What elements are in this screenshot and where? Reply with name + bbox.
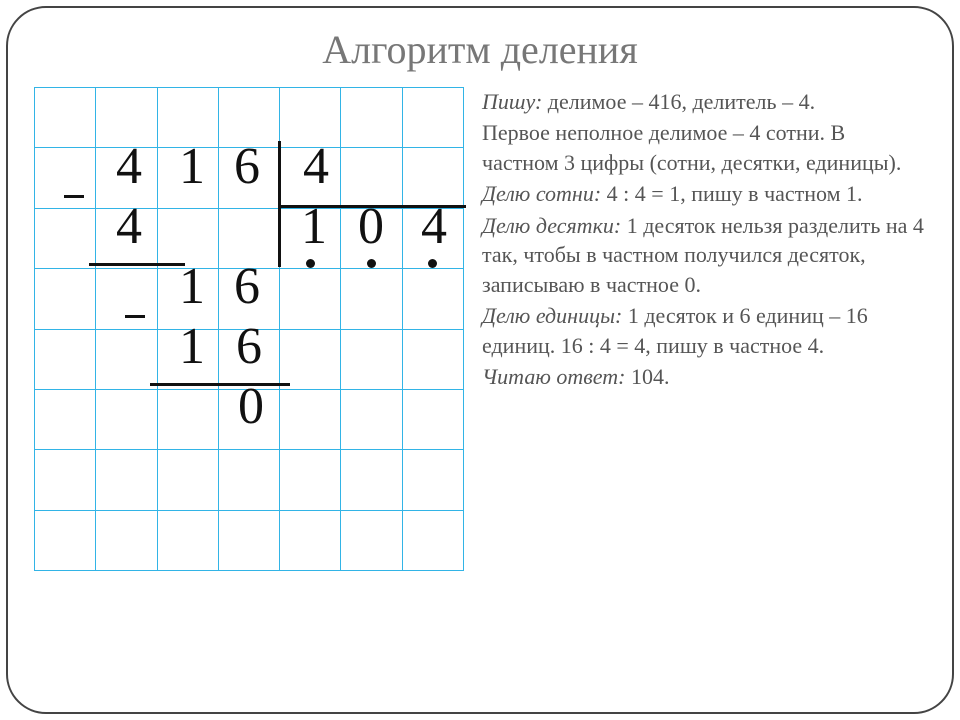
step-answer-body: 104. (625, 364, 669, 389)
step-hundreds-head: Делю сотни: (482, 181, 601, 206)
step-units-head: Делю единицы: (482, 303, 622, 328)
step-units: Делю единицы: 1 десяток и 6 единиц – 16 … (482, 301, 926, 360)
slide-card: Алгоритм деления 4164410416160 Пишу: дел… (6, 6, 954, 714)
step-tens-head: Делю десятки: (482, 213, 621, 238)
step-write-body: делимое – 416, делитель – 4. (542, 89, 815, 114)
step-answer-head: Читаю ответ: (482, 364, 625, 389)
step-tens: Делю десятки: 1 десяток нельзя разделить… (482, 211, 926, 299)
slide-title: Алгоритм деления (34, 26, 926, 73)
step-hundreds: Делю сотни: 4 : 4 = 1, пишу в частном 1. (482, 179, 926, 208)
step-hundreds-body: 4 : 4 = 1, пишу в частном 1. (601, 181, 862, 206)
content-row: 4164410416160 Пишу: делимое – 416, делит… (34, 87, 926, 699)
step-write-head: Пишу: (482, 89, 542, 114)
step-write: Пишу: делимое – 416, делитель – 4. (482, 87, 926, 116)
grid-paper (34, 87, 464, 571)
step-answer: Читаю ответ: 104. (482, 362, 926, 391)
explanation-text: Пишу: делимое – 416, делитель – 4. Перво… (482, 87, 926, 699)
worked-example: 4164410416160 (34, 87, 464, 699)
step-first-partial: Первое неполное делимое – 4 сотни. В час… (482, 118, 926, 177)
grid-table (34, 87, 464, 571)
